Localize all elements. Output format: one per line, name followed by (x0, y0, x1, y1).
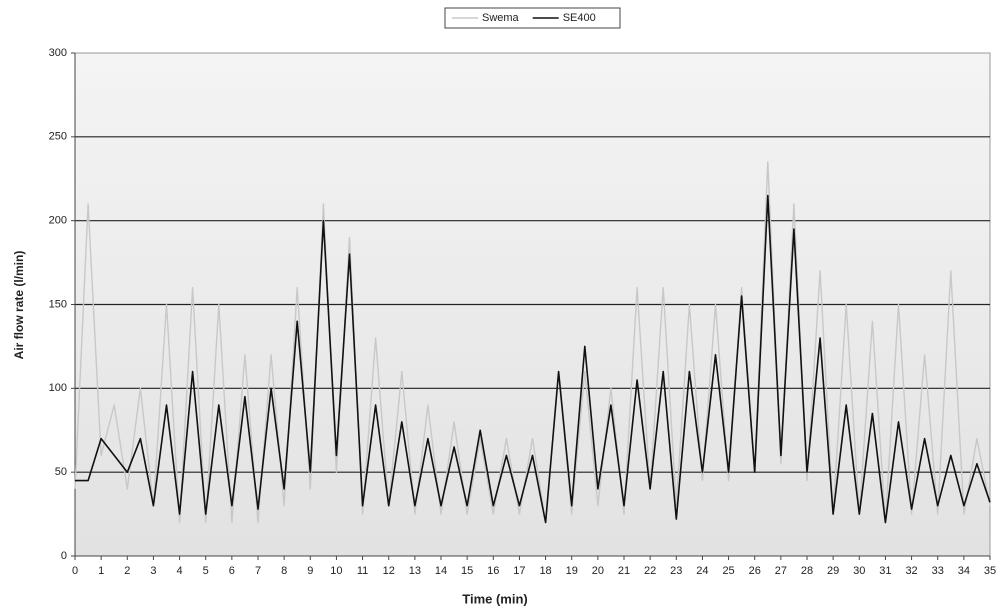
x-tick-label: 4 (177, 565, 183, 577)
x-tick-label: 15 (461, 565, 473, 577)
y-tick-label: 150 (49, 298, 67, 310)
x-tick-label: 21 (618, 565, 630, 577)
x-tick-label: 29 (827, 565, 839, 577)
x-tick-label: 32 (905, 565, 917, 577)
y-tick-label: 50 (55, 466, 67, 478)
series-line (74, 161, 991, 524)
x-tick-label: 6 (229, 565, 235, 577)
x-tick-label: 12 (383, 565, 395, 577)
x-tick-label: 8 (281, 565, 287, 577)
x-tick-label: 18 (539, 565, 551, 577)
y-tick-label: 300 (49, 47, 67, 59)
x-tick-label: 33 (932, 565, 944, 577)
x-tick-label: 30 (853, 565, 865, 577)
x-tick-label: 11 (357, 565, 368, 577)
x-tick-label: 16 (487, 565, 499, 577)
x-tick-label: 10 (330, 565, 342, 577)
x-tick-label: 31 (879, 565, 891, 577)
x-tick-label: 23 (670, 565, 682, 577)
x-tick-label: 22 (644, 565, 656, 577)
x-tick-label: 17 (513, 565, 525, 577)
x-tick-label: 20 (592, 565, 604, 577)
legend: Swema SE400 (444, 7, 621, 29)
x-tick-label: 14 (435, 565, 447, 577)
x-tick-label: 1 (98, 565, 104, 577)
legend-label: SE400 (563, 12, 596, 24)
x-tick-label: 28 (801, 565, 813, 577)
x-tick-label: 3 (150, 565, 156, 577)
x-tick-label: 0 (72, 565, 78, 577)
x-tick-label: 19 (566, 565, 578, 577)
x-tick-label: 2 (124, 565, 130, 577)
y-tick-label: 100 (49, 382, 67, 394)
x-tick-label: 7 (255, 565, 261, 577)
x-tick-label: 34 (958, 565, 970, 577)
x-tick-label: 25 (722, 565, 734, 577)
x-tick-label: 9 (307, 565, 313, 577)
legend-label: Swema (482, 12, 520, 24)
y-tick-label: 0 (61, 550, 67, 562)
y-axis-title: Air flow rate (l/min) (12, 251, 26, 360)
series-line (75, 194, 991, 524)
x-tick-label: 13 (409, 565, 421, 577)
x-tick-label: 5 (203, 565, 209, 577)
x-tick-label: 27 (775, 565, 787, 577)
x-tick-label: 26 (749, 565, 761, 577)
legend-box (444, 7, 621, 29)
y-tick-label: 200 (49, 215, 67, 227)
x-tick-label: 24 (696, 565, 708, 577)
x-tick-label: 35 (984, 565, 996, 577)
x-axis-title: Time (min) (462, 591, 528, 606)
y-tick-label: 250 (49, 131, 67, 143)
